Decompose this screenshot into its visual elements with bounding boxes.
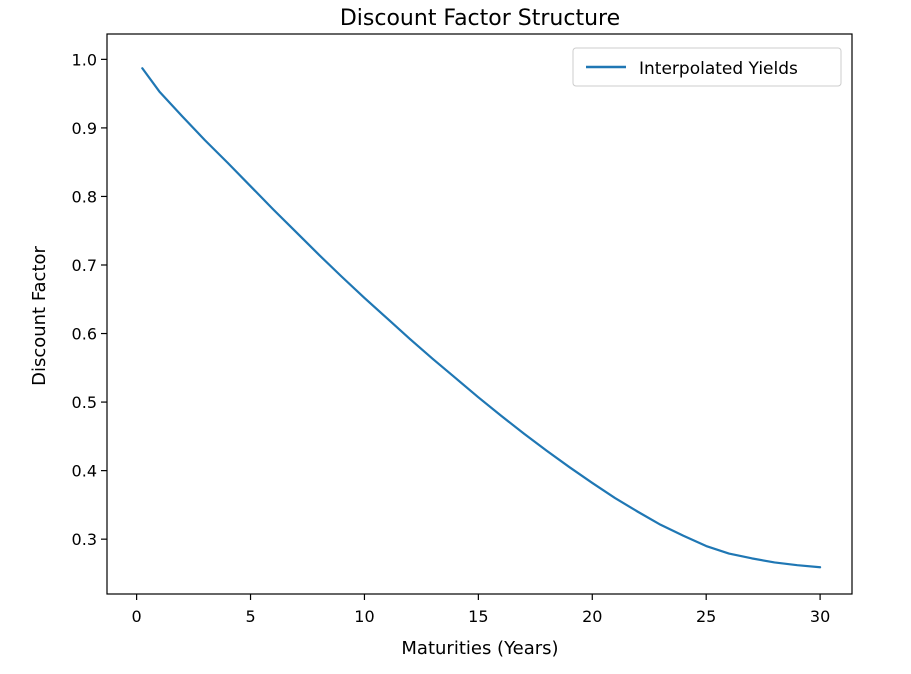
x-tick-label: 15 bbox=[468, 607, 488, 626]
x-axis-label: Maturities (Years) bbox=[401, 638, 558, 659]
series-line-interpolated-yields bbox=[141, 67, 822, 569]
legend-label-interpolated-yields: Interpolated Yields bbox=[639, 59, 798, 79]
y-tick-label: 0.4 bbox=[72, 462, 97, 481]
y-tick-label: 0.8 bbox=[72, 187, 97, 206]
y-tick-label: 0.9 bbox=[72, 119, 97, 138]
legend-frame bbox=[572, 47, 842, 87]
y-axis-label: Discount Factor bbox=[29, 245, 50, 385]
x-tick-label: 20 bbox=[582, 607, 602, 626]
chart-title: Discount Factor Structure bbox=[340, 6, 620, 31]
x-axis-ticks: 0 5 10 15 20 25 30 bbox=[132, 594, 830, 626]
y-tick-label: 1.0 bbox=[72, 50, 97, 69]
x-tick-label: 10 bbox=[354, 607, 374, 626]
legend: Interpolated Yields bbox=[572, 47, 842, 87]
y-tick-label: 0.3 bbox=[72, 530, 97, 549]
y-axis-ticks: 0.3 0.4 0.5 0.6 0.7 0.8 0.9 1.0 bbox=[72, 50, 107, 549]
plot-frame bbox=[106, 33, 853, 595]
x-tick-label: 5 bbox=[245, 607, 255, 626]
y-tick-label: 0.6 bbox=[72, 325, 97, 344]
plot-area bbox=[141, 67, 822, 569]
x-tick-label: 25 bbox=[696, 607, 716, 626]
y-tick-label: 0.5 bbox=[72, 393, 97, 412]
x-tick-label: 30 bbox=[810, 607, 830, 626]
y-tick-label: 0.7 bbox=[72, 256, 97, 275]
x-tick-label: 0 bbox=[132, 607, 142, 626]
